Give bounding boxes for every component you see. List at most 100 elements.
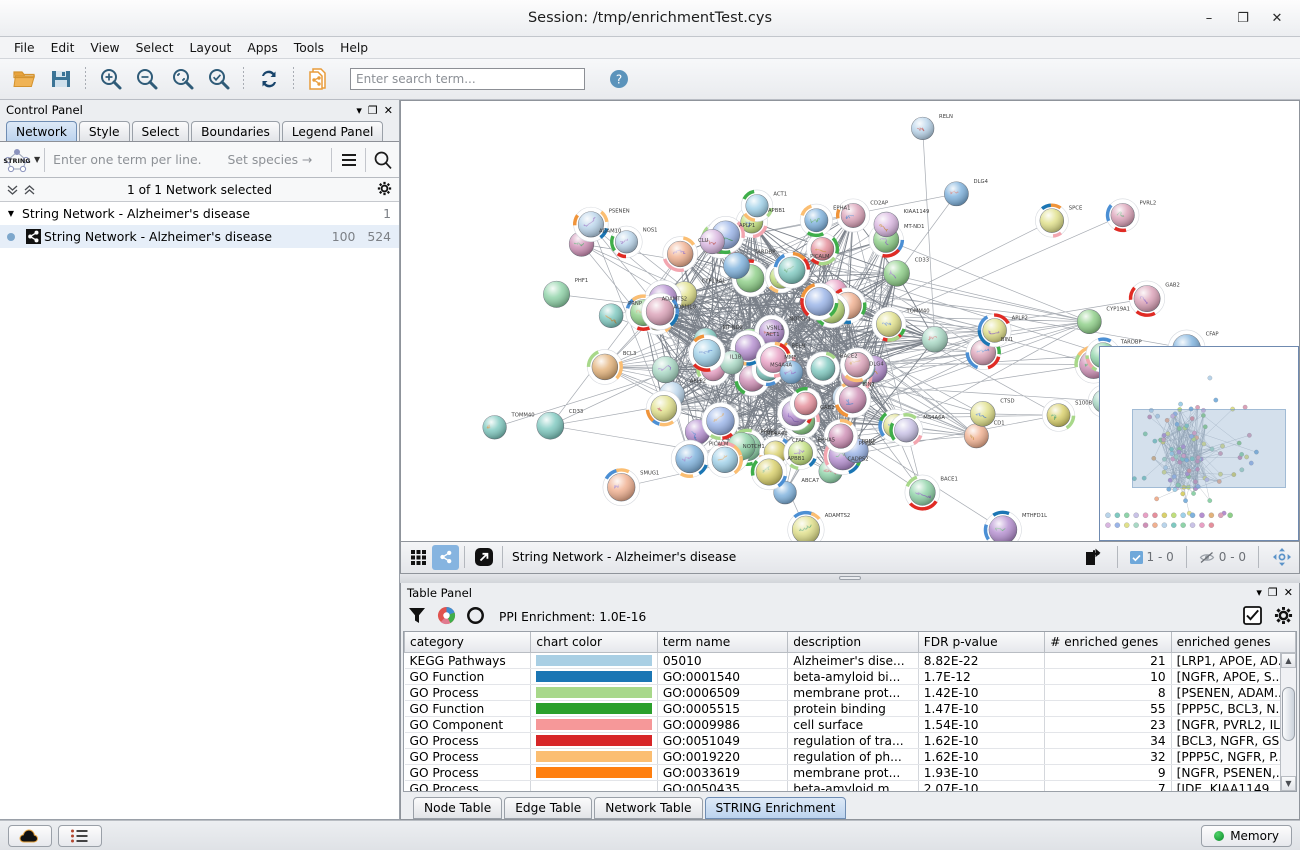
string-species-caret-icon[interactable]: ▼ [34,155,41,164]
tab-edge-table[interactable]: Edge Table [504,797,593,819]
table-row[interactable]: GO Function GO:0005515 protein binding 1.47… [404,700,1296,718]
panel-splitter[interactable] [400,573,1300,583]
menu-help[interactable]: Help [340,40,369,55]
table-row[interactable]: GO Component GO:0009986 cell surface 1.54E-… [404,716,1296,734]
tab-style[interactable]: Style [78,121,130,141]
close-icon[interactable]: ✕ [1271,10,1283,26]
network-node[interactable] [662,236,698,273]
network-node[interactable] [719,350,744,375]
network-node[interactable] [773,251,811,289]
network-node[interactable] [944,181,969,207]
memory-status-button[interactable]: Memory [1201,824,1292,847]
open-folder-icon[interactable] [8,63,41,96]
fit-network-icon[interactable] [202,63,235,96]
tab-legend-panel[interactable]: Legend Panel [281,121,384,141]
col-category[interactable]: category [404,631,532,654]
hidden-nodes-count[interactable]: 0 - 0 [1196,550,1249,564]
network-node[interactable] [1128,280,1166,317]
tab-network-table[interactable]: Network Table [594,797,703,819]
network-node[interactable] [543,280,570,308]
hamburger-icon[interactable] [332,143,365,177]
table-panel-close-icon[interactable]: ✕ [1283,586,1293,600]
string-term-input[interactable]: Enter one term per line. Set species → [45,152,331,167]
select-all-checkbox[interactable] [1243,605,1262,628]
zoom-in-icon[interactable] [94,63,127,96]
network-node[interactable] [707,441,743,478]
network-node[interactable] [806,351,840,386]
network-node[interactable] [699,229,725,255]
control-panel-close-icon[interactable]: ✕ [383,103,393,117]
network-node[interactable] [871,306,907,342]
tab-network[interactable]: Network [6,121,77,141]
string-logo-icon[interactable]: STRING [0,145,34,175]
birds-eye-viewport[interactable] [1131,408,1287,488]
network-node[interactable] [651,355,680,384]
zoom-out-icon[interactable] [130,63,163,96]
network-view[interactable]: MT-ND2 VSNL1 MS4A4A MS4A4E CADPS2 MME CYP19A1 B… [400,100,1300,542]
network-node[interactable] [573,206,609,243]
network-node[interactable] [670,439,709,478]
col-fdr-pvalue[interactable]: FDR p-value [917,631,1046,654]
col-enriched-count[interactable]: # enriched genes [1044,631,1172,654]
menu-edit[interactable]: Edit [50,40,75,55]
network-node[interactable] [1035,203,1069,238]
save-icon[interactable] [44,63,77,96]
search-icon[interactable] [366,143,399,177]
collapse-expand-icons[interactable] [0,182,37,197]
network-node[interactable] [835,198,871,233]
table-row[interactable]: GO Function GO:0001540 beta-amyloid bi... 1… [404,668,1296,686]
cloud-status-icon[interactable] [8,824,52,847]
table-row[interactable]: GO Process GO:0006509 membrane prot... 1.42… [404,684,1296,702]
network-node[interactable] [983,510,1022,542]
network-node[interactable] [598,303,624,328]
selection-mode-icon[interactable] [1268,545,1295,570]
menu-select[interactable]: Select [135,40,174,55]
network-node[interactable] [645,390,682,427]
network-node[interactable] [701,402,740,441]
network-settings-gear-icon[interactable] [377,181,399,199]
table-vertical-scrollbar[interactable]: ▲ ▼ [1280,652,1296,792]
expand-triangle-icon[interactable]: ▼ [7,209,15,218]
network-tree-item[interactable]: String Network - Alzheimer's disease 100… [0,225,399,248]
network-node[interactable] [911,116,935,141]
table-panel-float-icon[interactable]: ❐ [1267,586,1278,600]
network-node[interactable] [641,292,680,331]
network-node[interactable] [964,423,989,449]
birds-eye-view[interactable] [1099,346,1299,541]
tab-boundaries[interactable]: Boundaries [191,121,280,141]
network-node[interactable] [783,435,818,471]
col-enriched-genes[interactable]: enriched genes [1170,631,1296,654]
network-node[interactable] [799,203,833,238]
network-node[interactable] [740,189,774,223]
search-input[interactable]: Enter search term... [350,68,585,90]
scrollbar-thumb[interactable] [1282,686,1295,741]
minimize-icon[interactable]: – [1205,10,1213,26]
network-node[interactable] [1042,398,1076,432]
export-network-icon[interactable] [302,63,335,96]
network-node[interactable] [883,260,910,287]
network-node[interactable] [723,252,750,279]
network-node[interactable] [800,282,839,321]
menu-view[interactable]: View [90,40,120,55]
network-node[interactable] [1076,309,1102,335]
network-node[interactable] [789,386,822,420]
menu-file[interactable]: File [14,40,35,55]
export-image-icon[interactable] [1081,545,1108,570]
detach-view-icon[interactable] [470,545,497,570]
chart-color-icon[interactable] [437,606,456,628]
network-node[interactable] [602,468,640,506]
network-node[interactable] [921,326,948,353]
table-row[interactable]: GO Process GO:0050435 beta-amyloid m... 2.0… [404,780,1296,792]
network-node[interactable] [482,415,507,440]
ring-chart-icon[interactable] [466,606,485,628]
task-list-icon[interactable] [58,824,102,847]
control-panel-collapse-icon[interactable]: ▾ [356,103,362,117]
fit-selected-icon[interactable] [166,63,199,96]
col-term-name[interactable]: term name [656,631,789,654]
grid-layout-icon[interactable] [405,545,432,570]
network-node[interactable] [806,232,840,266]
table-row[interactable]: KEGG Pathways 05010 Alzheimer's dise... 8.8… [404,652,1296,670]
network-node[interactable] [610,225,643,259]
network-node[interactable] [750,454,788,491]
set-species-link[interactable]: Set species → [227,152,313,167]
